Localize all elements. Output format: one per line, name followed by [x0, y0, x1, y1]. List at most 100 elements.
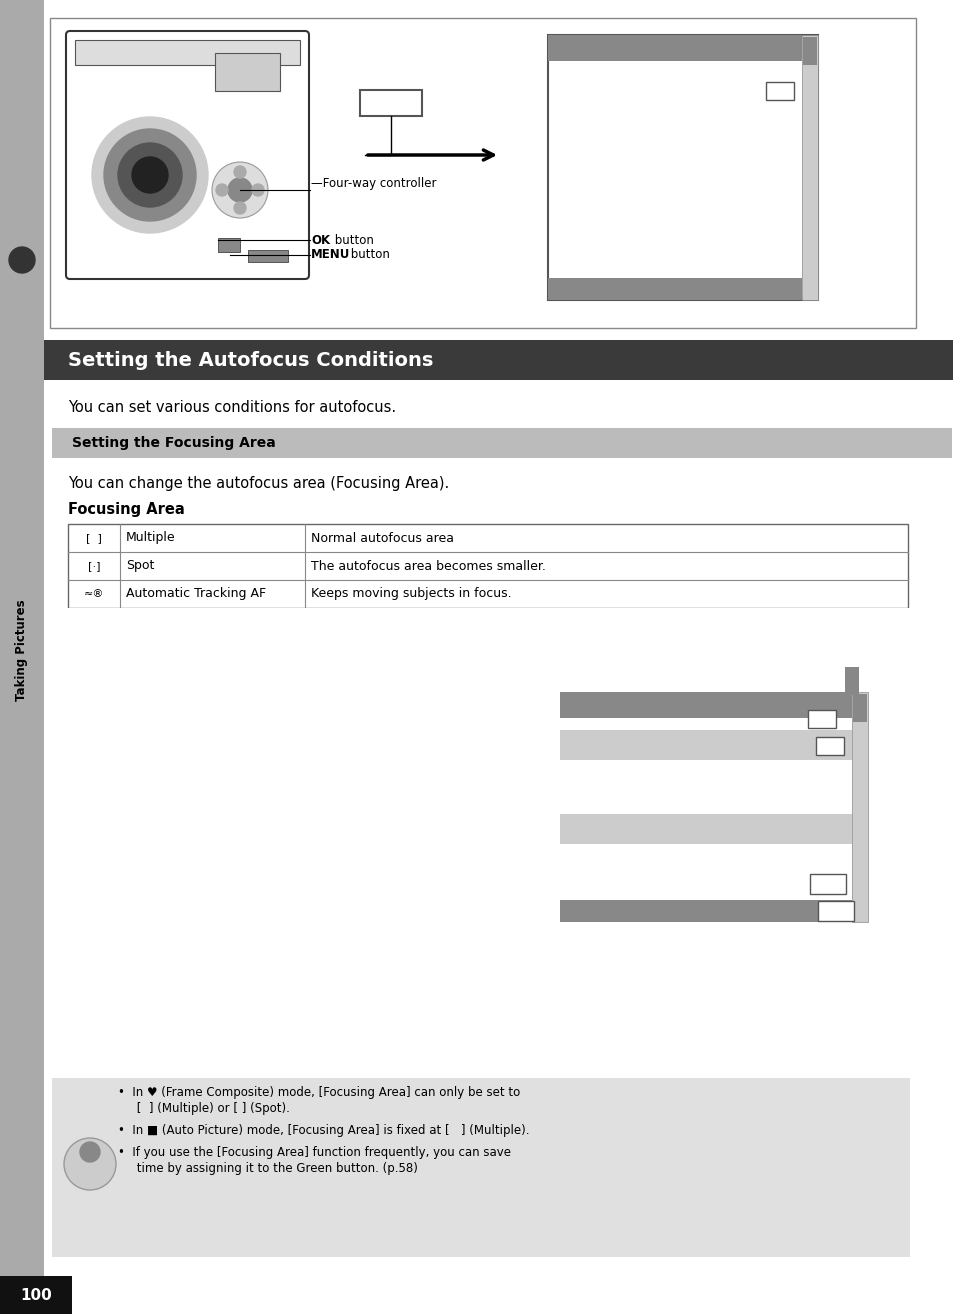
Text: Focusing Area: Focusing Area	[565, 798, 649, 808]
Text: 1/3 ►: 1/3 ►	[809, 673, 837, 683]
Text: ▼: ▼	[685, 699, 693, 710]
Text: The camera returns to capture status with the current setting.: The camera returns to capture status wit…	[105, 908, 520, 921]
Text: 4: 4	[58, 759, 81, 794]
Text: 5: 5	[56, 830, 77, 859]
Text: button.: button.	[105, 888, 172, 903]
Text: Press the four-way controller (►).: Press the four-way controller (►).	[102, 706, 378, 720]
Text: AWB: AWB	[763, 152, 787, 162]
Text: Use the four-way controller (▲▼): Use the four-way controller (▲▼)	[102, 754, 370, 769]
Text: AWB: AWB	[813, 798, 837, 807]
Text: ▣ Rec.Mode: ▣ Rec.Mode	[554, 43, 629, 53]
Text: AWB: AWB	[805, 770, 829, 781]
Text: Setting the Autofocus Conditions: Setting the Autofocus Conditions	[68, 351, 433, 369]
Text: Recorded Pixels: Recorded Pixels	[565, 741, 659, 752]
Text: [  ]: [ ]	[763, 185, 778, 194]
Text: MENU: MENU	[563, 905, 596, 916]
Bar	[218, 238, 240, 252]
Bar	[559, 665, 843, 691]
Text: ★★: ★★	[813, 769, 832, 779]
Circle shape	[252, 184, 264, 196]
Text: Multiple: Multiple	[126, 531, 175, 544]
Text: Normal autofocus area: Normal autofocus area	[311, 531, 454, 544]
Text: [·]: [·]	[88, 561, 100, 572]
Text: ★★: ★★	[805, 742, 823, 752]
Text: 4: 4	[56, 754, 77, 783]
Text: Focusing Area: Focusing Area	[68, 502, 185, 516]
Text: Setting the Focusing Area: Setting the Focusing Area	[71, 436, 275, 449]
Bar	[248, 250, 288, 261]
Text: Focusing Area: Focusing Area	[554, 185, 637, 194]
Bar	[851, 692, 867, 922]
Text: Focusing Area: Focusing Area	[565, 825, 649, 834]
Text: —Four-way controller: —Four-way controller	[311, 177, 436, 191]
Bar	[75, 39, 299, 64]
Bar	[802, 37, 816, 64]
Bar	[68, 524, 907, 608]
Text: Press the MENU button in ▣ mode.: Press the MENU button in ▣ mode.	[102, 618, 391, 633]
Text: Recorded Pixels: Recorded Pixels	[554, 85, 648, 96]
Circle shape	[132, 156, 168, 193]
Text: Auto: Auto	[763, 251, 787, 261]
Text: button.: button.	[105, 838, 172, 853]
Text: OK│OK: OK│OK	[816, 905, 850, 917]
Text: Sensitivity: Sensitivity	[565, 854, 628, 865]
Text: button: button	[331, 234, 374, 247]
Text: [  ]: [ ]	[805, 798, 820, 808]
Text: OK: OK	[311, 234, 330, 247]
Bar	[852, 694, 866, 721]
Text: button: button	[347, 248, 390, 261]
Bar	[807, 710, 835, 728]
Bar	[843, 665, 859, 895]
Text: 6: 6	[56, 882, 77, 911]
Text: Sensitivity: Sensitivity	[565, 880, 628, 891]
Text: Use the four-way controller (▲▼): Use the four-way controller (▲▼)	[105, 758, 373, 773]
Circle shape	[64, 1138, 116, 1190]
Text: ▼: ▼	[659, 70, 666, 79]
Circle shape	[91, 117, 208, 233]
Text: [  ]: [ ]	[813, 825, 828, 834]
Text: Auto: Auto	[805, 854, 829, 865]
Text: Recorded Pixels: Recorded Pixels	[565, 714, 659, 724]
Text: 1/3 ►: 1/3 ►	[767, 43, 795, 53]
Text: Taking Pictures: Taking Pictures	[15, 599, 29, 700]
Text: 4: 4	[17, 254, 27, 267]
Text: 8M: 8M	[821, 741, 838, 752]
Text: •  In ♥ (Frame Composite) mode, [Focusing Area] can only be set to: • In ♥ (Frame Composite) mode, [Focusing…	[118, 1085, 519, 1099]
Text: 2: 2	[58, 674, 81, 707]
Bar	[50, 18, 915, 328]
Text: Press the: Press the	[105, 819, 188, 833]
Text: ◎: ◎	[813, 853, 822, 863]
Text: ◎: ◎	[805, 827, 814, 836]
Text: You can change the autofocus area (Focusing Area).: You can change the autofocus area (Focus…	[68, 476, 449, 491]
Circle shape	[212, 162, 268, 218]
Bar	[52, 428, 951, 459]
Bar	[52, 1072, 909, 1257]
Text: MENU: MENU	[370, 96, 411, 109]
Text: [  ]: [ ]	[86, 533, 102, 543]
Text: The AF Setting is saved.: The AF Setting is saved.	[105, 858, 266, 871]
Circle shape	[233, 166, 246, 177]
Text: You can set various conditions for autofocus.: You can set various conditions for autof…	[68, 399, 395, 415]
Bar	[359, 89, 421, 116]
Text: to change the Focusing setting.: to change the Focusing setting.	[102, 777, 365, 791]
Text: time by assigning it to the Green button. (p.58): time by assigning it to the Green button…	[118, 1162, 417, 1175]
Text: 6: 6	[58, 870, 81, 903]
Bar	[815, 737, 843, 756]
Text: •  If you use the [Focusing Area] function frequently, you can save: • If you use the [Focusing Area] functio…	[118, 1146, 511, 1159]
Text: OK: OK	[105, 838, 129, 853]
Text: The [▣ Rec.Mode] menu appears.: The [▣ Rec.Mode] menu appears.	[105, 660, 330, 673]
Text: OK│OK: OK│OK	[808, 878, 842, 890]
Text: 5: 5	[58, 820, 81, 853]
Text: Exit: Exit	[578, 284, 596, 294]
Text: White Balance: White Balance	[565, 798, 650, 807]
Text: 2: 2	[56, 668, 77, 696]
Text: A pull-down menu appears.: A pull-down menu appears.	[102, 727, 285, 740]
Text: 1: 1	[58, 622, 81, 654]
Circle shape	[80, 1142, 100, 1162]
Bar	[559, 872, 843, 895]
Text: White Balance: White Balance	[565, 770, 650, 781]
Text: Press the MENU  button.: Press the MENU button.	[102, 882, 306, 897]
Bar	[809, 874, 845, 894]
Text: MENU: MENU	[563, 879, 596, 890]
Bar	[559, 813, 851, 844]
